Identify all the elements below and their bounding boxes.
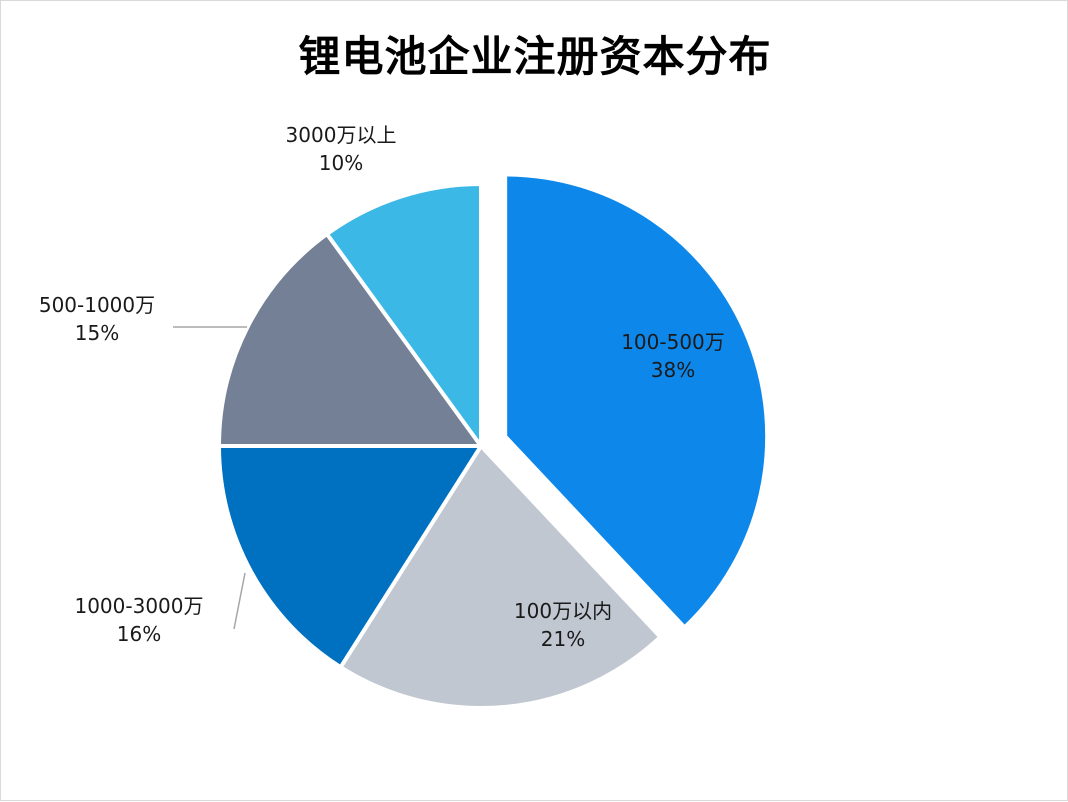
pie-slice [503,172,770,630]
pie-slice [217,444,483,670]
slice-category-label: 100-500万 [621,330,725,354]
slice-percent-label: 21% [541,627,585,651]
pie-slice [338,444,663,710]
leader-line [233,572,246,630]
slice-category-label: 100万以内 [514,599,612,623]
slice-percent-label: 38% [651,358,695,382]
slice-percent-label: 15% [75,321,119,345]
chart-title: 锂电池企业注册资本分布 [298,32,772,81]
slice-category-label: 1000-3000万 [74,594,203,618]
slice-percent-label: 16% [117,622,161,646]
pie-slice [217,232,483,448]
pie-slice [325,182,483,448]
slice-percent-label: 10% [319,151,363,175]
slice-category-label: 500-1000万 [39,293,155,317]
slice-category-label: 3000万以上 [286,123,397,147]
